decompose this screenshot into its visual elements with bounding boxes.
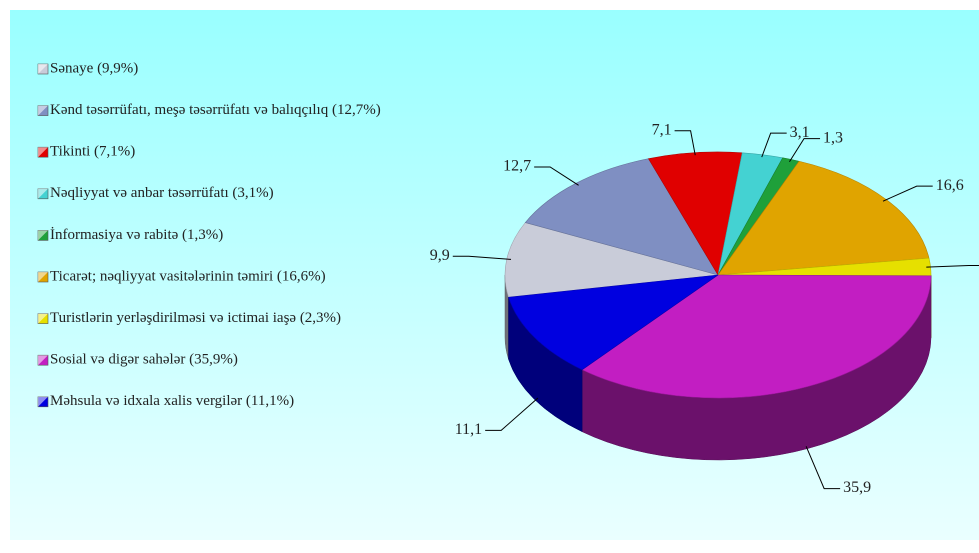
legend-label: Sənaye (9,9%) bbox=[50, 60, 138, 76]
data-label: 12,7 bbox=[503, 158, 531, 175]
data-label: 9,9 bbox=[430, 247, 450, 264]
pie-tops bbox=[505, 152, 931, 398]
legend-label: Nəqliyyat və anbar təsərrüfatı (3,1%) bbox=[50, 185, 274, 201]
legend-item: Tikinti (7,1%) bbox=[38, 144, 135, 160]
legend-item: Kənd təsərrüfatı, meşə təsərrüfatı və ba… bbox=[38, 102, 381, 118]
legend-item: Turistlərin yerləşdirilməsi və ictimai i… bbox=[38, 310, 341, 326]
legend-label: Kənd təsərrüfatı, meşə təsərrüfatı və ba… bbox=[50, 102, 381, 118]
legend-item: Sənaye (9,9%) bbox=[38, 60, 138, 76]
legend-item: Sosial və digər sahələr (35,9%) bbox=[38, 352, 238, 368]
data-label: 1,3 bbox=[823, 129, 843, 146]
legend-label: Turistlərin yerləşdirilməsi və ictimai i… bbox=[50, 310, 341, 326]
data-label: 11,1 bbox=[455, 421, 482, 438]
legend-item: İnformasiya və rabitə (1,3%) bbox=[38, 227, 223, 243]
data-label: 7,1 bbox=[652, 121, 672, 138]
legend-item: Ticarət; nəqliyyat vasitələrinin təmiri … bbox=[38, 268, 326, 284]
legend-label: Məhsula və idxala xalis vergilər (11,1%) bbox=[50, 393, 294, 409]
legend-item: Nəqliyyat və anbar təsərrüfatı (3,1%) bbox=[38, 185, 274, 201]
data-label: 35,9 bbox=[843, 479, 871, 496]
legend-label: Tikinti (7,1%) bbox=[50, 144, 135, 160]
legend-label: İnformasiya və rabitə (1,3%) bbox=[50, 227, 223, 243]
data-label: 16,6 bbox=[936, 177, 964, 194]
legend-label: Ticarət; nəqliyyat vasitələrinin təmiri … bbox=[50, 268, 326, 284]
legend-label: Sosial və digər sahələr (35,9%) bbox=[50, 352, 238, 368]
legend-item: Məhsula və idxala xalis vergilər (11,1%) bbox=[38, 393, 294, 409]
